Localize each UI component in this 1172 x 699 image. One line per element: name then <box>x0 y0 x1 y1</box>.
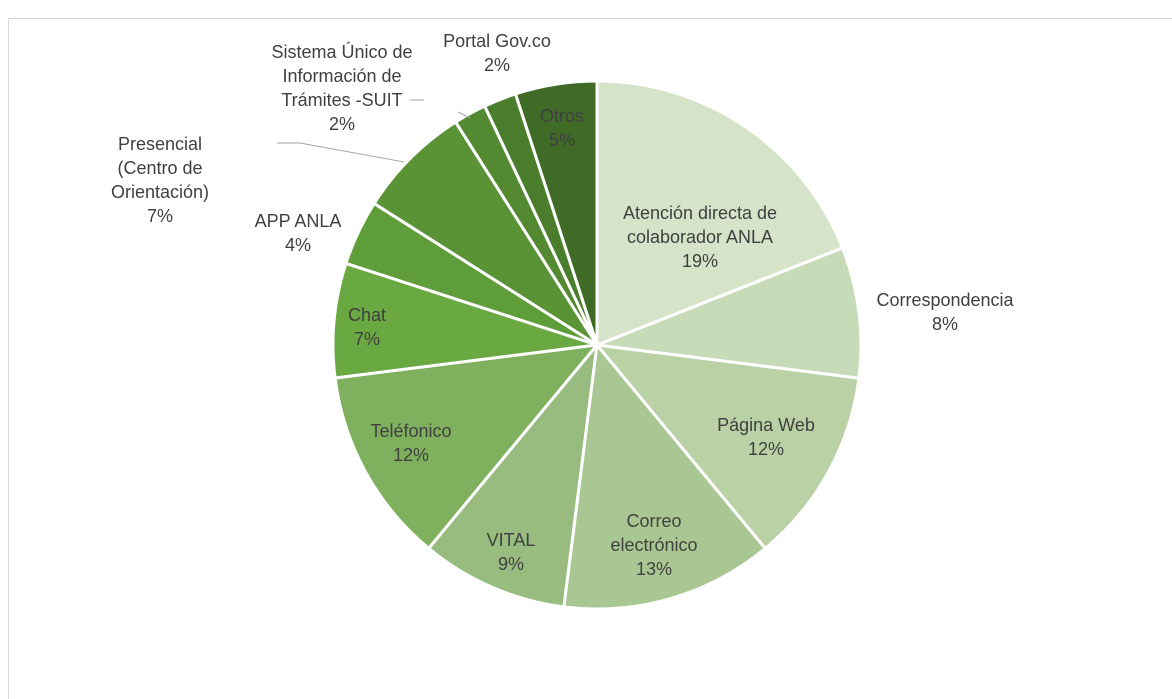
category-label: Atención directa de colaborador ANLA <box>622 203 778 247</box>
value-label: 8% <box>931 314 958 334</box>
category-label: Otros <box>539 106 584 126</box>
value-label: 12% <box>392 445 430 465</box>
data-label: Página Web 12% <box>686 413 846 461</box>
value-label: 9% <box>497 554 524 574</box>
data-label: APP ANLA 4% <box>243 209 353 257</box>
category-label: Página Web <box>717 415 815 435</box>
pie-slice <box>596 245 863 380</box>
chart-frame <box>8 18 1172 699</box>
category-label: Correo electrónico <box>610 511 698 555</box>
pie-slice <box>426 340 600 609</box>
pie-slice <box>593 343 861 551</box>
category-label: Portal Gov.co <box>443 31 551 51</box>
category-label: Presencial (Centro de Orientación) <box>110 134 210 202</box>
data-label: Portal Gov.co 2% <box>422 29 572 77</box>
value-label: 4% <box>284 235 311 255</box>
value-label: 2% <box>483 55 510 75</box>
value-label: 5% <box>548 130 575 150</box>
data-label: Correo electrónico 13% <box>594 509 714 581</box>
data-label: Chat 7% <box>317 303 417 351</box>
pie-slice <box>562 341 768 611</box>
leader-line <box>457 111 471 119</box>
category-label: APP ANLA <box>254 211 342 231</box>
value-label: 13% <box>635 559 673 579</box>
value-label: 12% <box>747 439 785 459</box>
value-label: 7% <box>146 206 173 226</box>
value-label: 2% <box>328 114 355 134</box>
category-label: VITAL <box>486 530 536 550</box>
leader-line <box>277 142 405 163</box>
value-label: 19% <box>681 251 719 271</box>
pie-slice <box>331 261 598 380</box>
page: Atención directa de colaborador ANLA 19% C… <box>8 18 1172 699</box>
value-label: 7% <box>353 329 380 349</box>
data-label: Sistema Único de Información de Trámites… <box>257 40 427 136</box>
data-label: VITAL 9% <box>461 528 561 576</box>
data-label: Teléfonico 12% <box>341 419 481 467</box>
category-label: Teléfonico <box>370 421 452 441</box>
category-label: Correspondencia <box>876 290 1014 310</box>
data-label: Correspondencia 8% <box>835 288 1055 336</box>
chart <box>277 79 863 611</box>
category-label: Chat <box>347 305 387 325</box>
data-label: Otros 5% <box>522 104 602 152</box>
data-label: Presencial (Centro de Orientación) 7% <box>95 132 225 228</box>
pie-slice <box>372 120 599 347</box>
pie-slice <box>595 79 845 348</box>
pie-slice <box>333 343 601 551</box>
category-label: Sistema Único de Información de Trámites… <box>271 42 413 110</box>
data-label: Atención directa de colaborador ANLA 19% <box>600 201 800 273</box>
